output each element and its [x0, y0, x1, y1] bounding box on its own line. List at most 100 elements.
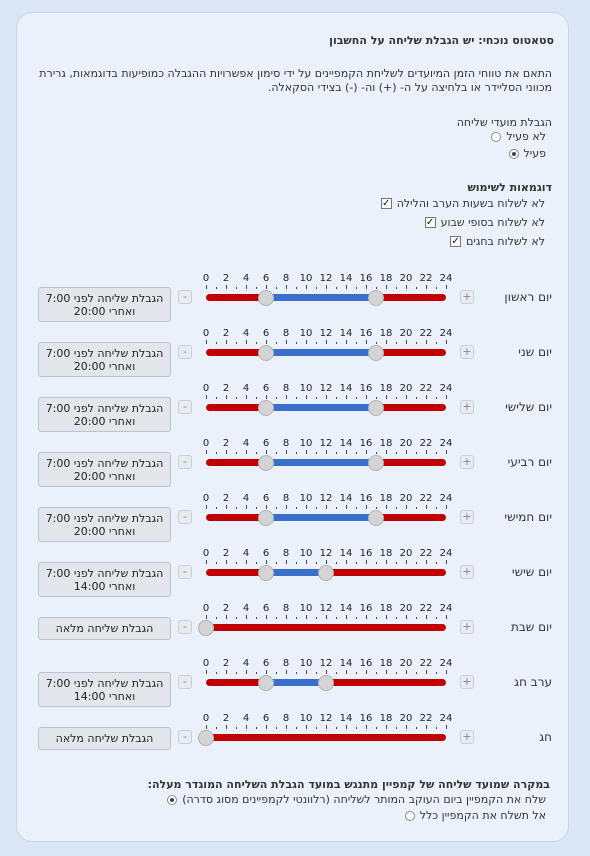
hour-scale: 0 2 4 6 8 10 12 14 16 18 20 22 24 — [200, 658, 453, 670]
hour-tick — [406, 725, 407, 729]
hour-scale-label: 0 — [202, 383, 210, 394]
decrease-button[interactable]: - — [178, 345, 192, 359]
example-weekend[interactable]: לא לשלוח בסופי שבוע ✓ — [424, 216, 545, 229]
decrease-button[interactable]: - — [178, 510, 192, 524]
hour-tick — [306, 505, 307, 509]
hour-tick — [406, 450, 407, 454]
day-name: יום שבת — [510, 620, 552, 634]
hour-tick — [336, 617, 337, 619]
hour-scale-label: 2 — [222, 438, 230, 449]
start-handle[interactable] — [258, 455, 274, 471]
hour-scale-label: 10 — [299, 438, 313, 449]
hour-tick — [346, 395, 347, 399]
decrease-button[interactable]: - — [178, 565, 192, 579]
hour-tick — [236, 727, 237, 729]
time-range-track[interactable] — [206, 459, 446, 466]
example-evening[interactable]: לא לשלוח בשעות הערב והלילה ✓ — [380, 197, 545, 210]
hour-tick — [386, 615, 387, 619]
hour-tick — [436, 727, 437, 729]
restriction-summary-line1: הגבלת שליחה מלאה — [55, 622, 154, 635]
time-range-track[interactable] — [206, 624, 446, 631]
hour-tick — [326, 285, 327, 289]
decrease-button[interactable]: - — [178, 675, 192, 689]
decrease-button[interactable]: - — [178, 620, 192, 634]
end-handle[interactable] — [368, 400, 384, 416]
hour-scale-label: 18 — [379, 493, 393, 504]
hour-tick — [236, 452, 237, 454]
increase-button[interactable]: + — [460, 730, 474, 744]
end-handle[interactable] — [318, 675, 334, 691]
hour-tick — [236, 672, 237, 674]
hour-tick — [226, 670, 227, 674]
end-handle[interactable] — [368, 345, 384, 361]
increase-button[interactable]: + — [460, 455, 474, 469]
increase-button[interactable]: + — [460, 620, 474, 634]
limit-inactive-radio[interactable] — [491, 131, 502, 142]
example-evening-checkbox[interactable]: ✓ — [380, 198, 392, 209]
hour-tick — [216, 397, 217, 399]
end-handle[interactable] — [368, 290, 384, 306]
hour-tick — [406, 340, 407, 344]
end-handle[interactable] — [318, 565, 334, 581]
example-holidays[interactable]: לא לשלוח בחגים ✓ — [450, 235, 545, 248]
conflict-option-dont-send[interactable]: אל תשלח את הקמפיין כלל — [404, 809, 546, 822]
decrease-button[interactable]: - — [178, 400, 192, 414]
time-range-track[interactable] — [206, 349, 446, 356]
start-handle[interactable] — [258, 290, 274, 306]
end-handle[interactable] — [368, 510, 384, 526]
hour-scale-label: 0 — [202, 438, 210, 449]
time-range-track[interactable] — [206, 294, 446, 301]
start-handle[interactable] — [258, 345, 274, 361]
conflict-option-next-day[interactable]: שלח את הקמפיין ביום העוקב המותר לשליחה (… — [167, 793, 546, 806]
end-handle[interactable] — [198, 620, 214, 636]
time-range-track[interactable] — [206, 514, 446, 521]
hour-tick — [246, 725, 247, 729]
start-handle[interactable] — [258, 565, 274, 581]
conflict-next-day-radio[interactable] — [167, 794, 178, 805]
end-handle[interactable] — [198, 730, 214, 746]
increase-button[interactable]: + — [460, 400, 474, 414]
hour-tick — [206, 670, 207, 674]
example-weekend-checkbox[interactable]: ✓ — [424, 217, 436, 228]
hour-scale-label: 0 — [202, 713, 210, 724]
limit-option-active[interactable]: פעיל — [508, 147, 546, 160]
hour-scale-label: 20 — [399, 713, 413, 724]
hour-scale-label: 10 — [299, 658, 313, 669]
increase-button[interactable]: + — [460, 510, 474, 524]
increase-button[interactable]: + — [460, 675, 474, 689]
hour-scale-label: 4 — [242, 658, 250, 669]
start-handle[interactable] — [258, 400, 274, 416]
hour-scale-label: 8 — [282, 328, 290, 339]
hour-tick — [426, 725, 427, 729]
start-handle[interactable] — [258, 675, 274, 691]
hour-tick — [216, 342, 217, 344]
hour-tick — [266, 505, 267, 509]
time-range-track[interactable] — [206, 404, 446, 411]
hour-scale-label: 16 — [359, 273, 373, 284]
hour-tick — [406, 505, 407, 509]
hour-tick — [256, 617, 257, 619]
end-handle[interactable] — [368, 455, 384, 471]
conflict-dont-send-radio[interactable] — [404, 810, 415, 821]
restriction-summary-line2: ואחרי 20:00 — [73, 469, 136, 483]
increase-button[interactable]: + — [460, 565, 474, 579]
hour-tick — [386, 340, 387, 344]
hour-scale: 0 2 4 6 8 10 12 14 16 18 20 22 24 — [200, 383, 453, 395]
restriction-summary-line2: ואחרי 14:00 — [73, 689, 136, 703]
hour-tick — [416, 342, 417, 344]
start-handle[interactable] — [258, 510, 274, 526]
hour-scale-label: 4 — [242, 328, 250, 339]
decrease-button[interactable]: - — [178, 730, 192, 744]
increase-button[interactable]: + — [460, 345, 474, 359]
decrease-button[interactable]: - — [178, 290, 192, 304]
increase-button[interactable]: + — [460, 290, 474, 304]
limit-active-radio[interactable] — [508, 148, 519, 159]
hour-tick — [446, 560, 447, 564]
decrease-button[interactable]: - — [178, 455, 192, 469]
hour-scale-label: 16 — [359, 603, 373, 614]
limit-option-inactive[interactable]: לא פעיל — [491, 130, 546, 143]
hour-scale-label: 2 — [222, 603, 230, 614]
hour-tick — [416, 397, 417, 399]
time-range-track[interactable] — [206, 734, 446, 741]
example-holidays-checkbox[interactable]: ✓ — [450, 236, 462, 247]
